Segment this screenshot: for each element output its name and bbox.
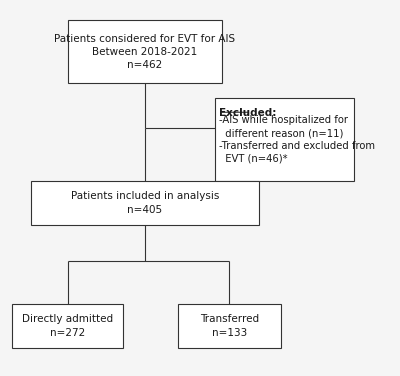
Text: Patients included in analysis
n=405: Patients included in analysis n=405 — [71, 191, 219, 215]
Text: Excluded:: Excluded: — [219, 108, 276, 118]
FancyBboxPatch shape — [68, 20, 222, 83]
Text: Transferred
n=133: Transferred n=133 — [200, 314, 259, 338]
FancyBboxPatch shape — [12, 304, 123, 349]
FancyBboxPatch shape — [31, 180, 259, 225]
Text: Directly admitted
n=272: Directly admitted n=272 — [22, 314, 113, 338]
Text: -AIS while hospitalized for
  different reason (n=11)
-Transferred and excluded : -AIS while hospitalized for different re… — [219, 115, 375, 164]
FancyBboxPatch shape — [178, 304, 281, 349]
Text: Patients considered for EVT for AIS
Between 2018-2021
n=462: Patients considered for EVT for AIS Betw… — [54, 33, 235, 70]
FancyBboxPatch shape — [215, 99, 354, 180]
